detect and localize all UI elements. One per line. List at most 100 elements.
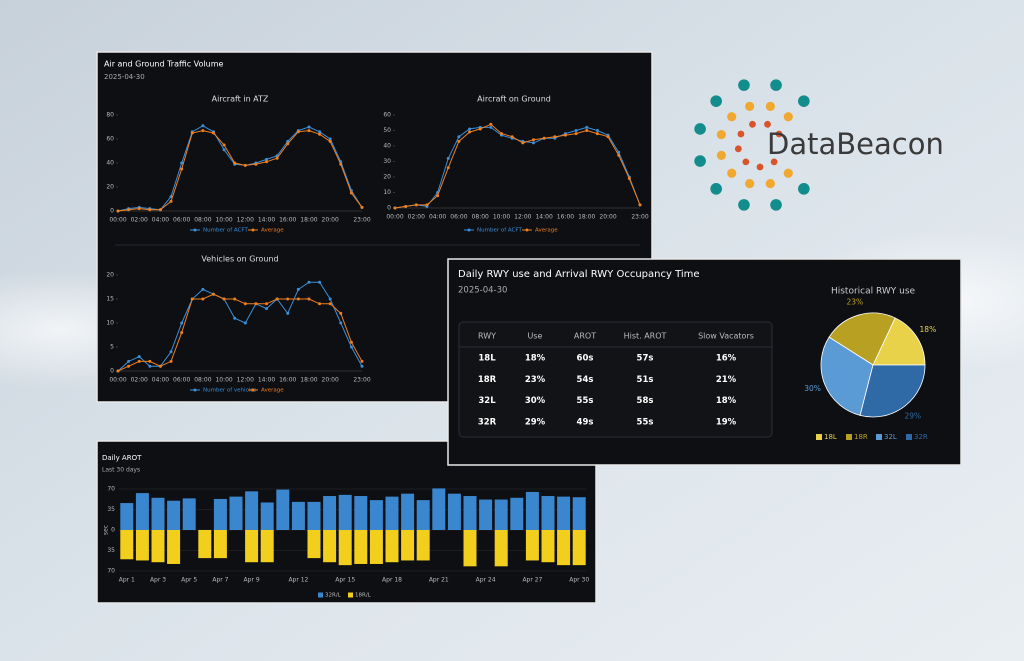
legend-swatch: [525, 228, 529, 232]
bar: [479, 499, 493, 530]
logo-dot: [727, 168, 737, 178]
logo-dot: [798, 183, 810, 195]
table-cell: 21%: [716, 375, 737, 385]
bar: [572, 530, 586, 566]
x-tick-label: 16:00: [557, 214, 574, 221]
bar: [447, 493, 461, 530]
point: [307, 125, 311, 129]
point: [339, 321, 343, 325]
bar: [291, 501, 305, 530]
chart-title: Vehicles on Ground: [201, 255, 278, 264]
x-tick-label: Apr 18: [382, 577, 402, 584]
logo-dot: [798, 95, 810, 107]
table-header: RWY: [478, 332, 496, 341]
y-tick-label: 30: [383, 158, 391, 165]
point: [265, 307, 269, 311]
x-tick-label: 04:00: [152, 377, 169, 384]
point: [595, 129, 599, 132]
logo-dot: [745, 179, 755, 189]
point: [148, 359, 152, 363]
point: [296, 130, 300, 134]
point: [574, 132, 578, 136]
x-tick-label: 00:00: [109, 217, 126, 224]
x-tick-label: 02:00: [131, 377, 148, 384]
y-tick-label: 35: [107, 547, 115, 554]
bar: [338, 494, 352, 530]
bar: [557, 496, 571, 530]
point: [243, 163, 247, 167]
bar: [416, 530, 430, 561]
x-tick-label: Apr 24: [476, 577, 496, 584]
y-tick-label: 40: [383, 143, 391, 150]
bar: [401, 493, 415, 530]
legend-swatch: [193, 228, 197, 232]
table-cell: 60s: [577, 354, 594, 364]
x-tick-label: 00:00: [386, 214, 403, 221]
y-tick-label: 60: [106, 136, 114, 143]
point: [158, 364, 162, 368]
bar: [541, 496, 555, 530]
bar: [182, 498, 196, 530]
x-tick-label: 10:00: [215, 217, 232, 224]
bar: [494, 530, 508, 567]
x-tick-label: 14:00: [258, 217, 275, 224]
logo-dot: [734, 145, 742, 153]
bar: [463, 530, 477, 567]
bar: [120, 503, 134, 530]
y-tick-label: 0: [387, 205, 391, 212]
panel-title: Air and Ground Traffic Volume: [104, 60, 224, 69]
point: [233, 316, 237, 320]
x-tick-label: 04:00: [152, 217, 169, 224]
line-series: [117, 293, 363, 372]
point: [553, 135, 557, 139]
y-tick-label: 0: [111, 527, 115, 534]
legend-swatch: [876, 434, 882, 440]
table-cell: 54s: [577, 375, 594, 385]
point: [328, 139, 332, 143]
bar: [557, 530, 571, 566]
bar: [525, 491, 539, 530]
bar: [338, 530, 352, 566]
point: [585, 129, 589, 132]
y-tick-label: 60: [383, 112, 391, 119]
point: [180, 161, 184, 165]
bar: [260, 502, 274, 530]
logo: [694, 79, 810, 211]
pie-slice: [828, 312, 896, 366]
pie-label: 18%: [920, 325, 937, 334]
line-series: [117, 130, 363, 212]
pie-slice: [859, 364, 926, 418]
point: [425, 203, 429, 207]
logo-dot: [716, 150, 726, 160]
legend-swatch: [467, 228, 471, 232]
point: [180, 331, 184, 335]
panel-title: Daily AROT: [102, 454, 142, 462]
logo-dot: [742, 158, 750, 166]
x-tick-label: 16:00: [279, 377, 296, 384]
x-tick-label: 02:00: [131, 217, 148, 224]
y-tick-label: 15: [106, 296, 114, 303]
point: [286, 311, 290, 315]
point: [638, 203, 642, 207]
point: [211, 131, 215, 135]
table-cell: 18R: [478, 375, 497, 385]
x-tick-label: 23:00: [353, 377, 370, 384]
legend-label: 32R: [914, 433, 928, 441]
bar: [307, 530, 321, 559]
point: [254, 302, 258, 306]
point: [265, 160, 269, 164]
bar: [229, 496, 243, 530]
legend-swatch: [846, 434, 852, 440]
legend-label: 32L: [884, 433, 897, 441]
y-tick-label: 0: [110, 368, 114, 375]
x-tick-label: Apr 5: [181, 577, 197, 584]
legend-label: 18R/L: [355, 593, 372, 599]
bar: [245, 530, 259, 563]
table-header: Use: [528, 332, 543, 341]
x-tick-label: 18:00: [578, 214, 595, 221]
point: [265, 157, 269, 161]
point: [116, 369, 120, 373]
logo-dot: [764, 120, 771, 128]
x-tick-label: 12:00: [237, 377, 254, 384]
